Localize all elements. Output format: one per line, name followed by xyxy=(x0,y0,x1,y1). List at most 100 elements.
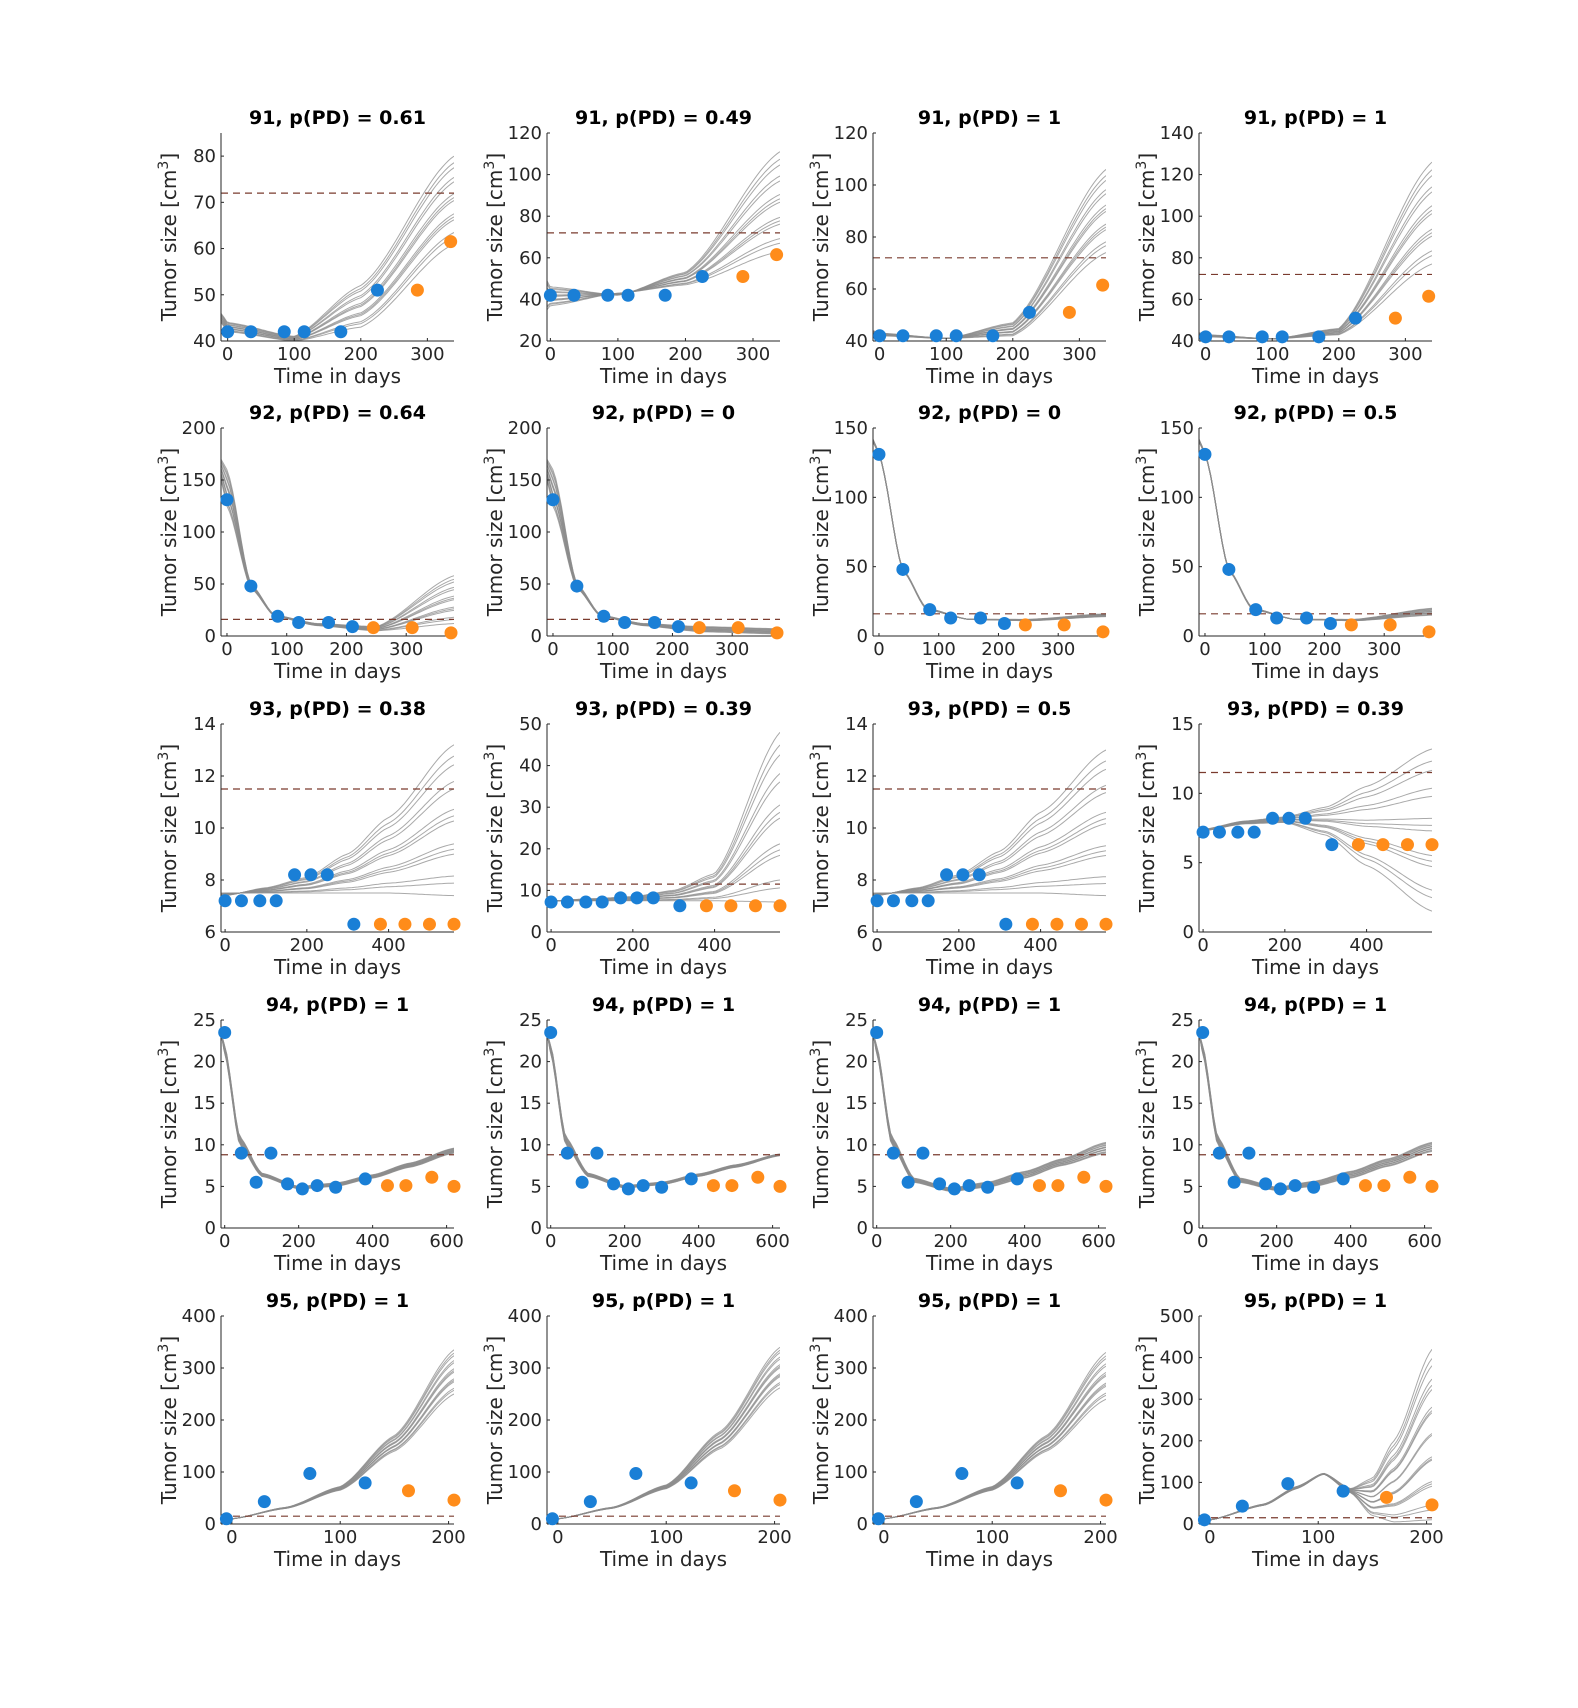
fit-curve xyxy=(547,464,780,631)
subplot-title: 93, p(PD) = 0.39 xyxy=(1227,698,1404,720)
subplot-19: 0 100 200 0 100 200 300 400 95, p(PD) = 1 Time in… xyxy=(808,1290,1118,1571)
x-axis-label: Time in days xyxy=(1251,1251,1379,1275)
observed-point xyxy=(546,493,560,507)
observed-point xyxy=(955,1467,969,1481)
held-out-point xyxy=(699,899,713,913)
x-tick-label: 200 xyxy=(668,344,702,365)
fit-curves xyxy=(547,458,780,635)
observed-point xyxy=(277,325,291,339)
data-points xyxy=(221,235,458,339)
y-axis-label: Tumor size [cm3] xyxy=(156,744,181,913)
fit-curve xyxy=(547,1364,780,1521)
observed-point xyxy=(1273,1182,1287,1196)
y-tick-label: 50 xyxy=(193,574,216,595)
y-tick-label: 200 xyxy=(182,418,216,439)
y-axis-label: Tumor size [cm3] xyxy=(156,1040,181,1209)
x-tick-label: 300 xyxy=(410,344,444,365)
y-tick-label: 200 xyxy=(508,1410,542,1431)
subplot-title: 94, p(PD) = 1 xyxy=(592,994,735,1016)
fit-curve xyxy=(1199,441,1432,622)
fit-curve xyxy=(221,744,454,899)
fit-curve xyxy=(873,440,1106,621)
fit-curves xyxy=(1199,438,1432,622)
fit-curve xyxy=(221,479,454,632)
y-tick-label: 40 xyxy=(193,331,216,352)
observed-point xyxy=(1222,330,1236,344)
fit-curve xyxy=(873,811,1106,897)
subplot-8: 0 100 200 300 0 50 100 150 92, p(PD) = 0.5 Time i… xyxy=(1134,402,1436,683)
y-tick-label: 50 xyxy=(193,285,216,306)
x-axis-label: Time in days xyxy=(599,364,727,388)
fit-curve xyxy=(873,784,1106,898)
fit-curve xyxy=(873,241,1106,339)
y-tick-label: 100 xyxy=(182,1462,216,1483)
observed-point xyxy=(601,288,615,302)
y-tick-label: 0 xyxy=(1183,626,1194,647)
y-tick-label: 100 xyxy=(834,1462,868,1483)
y-tick-label: 100 xyxy=(1160,487,1194,508)
x-tick-label: 200 xyxy=(655,639,689,660)
observed-point xyxy=(257,1495,271,1509)
x-tick-label: 100 xyxy=(1301,1527,1335,1548)
held-out-point xyxy=(770,248,784,262)
fit-curve xyxy=(547,1374,780,1521)
fit-curve xyxy=(221,478,454,631)
fit-curve xyxy=(221,467,454,629)
y-tick-label: 120 xyxy=(508,123,542,144)
observed-point xyxy=(1312,330,1326,344)
fit-curve xyxy=(1199,1349,1432,1522)
subplot-16: 0 200 400 600 0 5 10 15 20 25 94, p(PD) = 1 Time in… xyxy=(1134,994,1442,1275)
fit-curve xyxy=(873,1032,1106,1192)
fit-curve xyxy=(547,460,780,630)
fit-curve xyxy=(547,477,780,634)
held-out-point xyxy=(401,1484,415,1498)
x-tick-label: 100 xyxy=(975,1527,1009,1548)
fit-curves xyxy=(221,1349,454,1521)
x-tick-label: 300 xyxy=(1367,639,1401,660)
fit-curve xyxy=(1199,441,1432,622)
observed-point xyxy=(1231,825,1245,839)
observed-point xyxy=(618,615,632,629)
x-tick-label: 0 xyxy=(1199,639,1210,660)
fit-curve xyxy=(547,474,780,633)
y-tick-label: 0 xyxy=(857,1514,868,1535)
x-tick-label: 300 xyxy=(389,639,423,660)
held-out-point xyxy=(1379,1490,1393,1504)
fit-curve xyxy=(873,1032,1106,1191)
y-tick-label: 5 xyxy=(531,1176,542,1197)
fit-curve xyxy=(873,1363,1106,1521)
x-tick-label: 400 xyxy=(1007,1231,1041,1252)
fit-curve xyxy=(873,440,1106,621)
observed-point xyxy=(873,329,887,343)
observed-point xyxy=(929,329,943,343)
x-tick-label: 400 xyxy=(355,1231,389,1252)
y-axis-label: Tumor size [cm3] xyxy=(482,744,507,913)
y-axis-label: Tumor size [cm3] xyxy=(1134,1040,1159,1209)
y-tick-label: 100 xyxy=(834,175,868,196)
x-tick-label: 300 xyxy=(1041,639,1075,660)
held-out-point xyxy=(422,917,436,931)
subplot-title: 94, p(PD) = 1 xyxy=(1244,994,1387,1016)
fit-curve xyxy=(873,441,1106,622)
held-out-point xyxy=(748,899,762,913)
subplot-9: 0 200 400 6 8 10 12 14 93, p(PD) = 0.38 Time in d… xyxy=(156,698,461,979)
data-points xyxy=(544,1025,787,1196)
y-tick-label: 40 xyxy=(519,756,542,777)
fit-curves xyxy=(1199,1349,1432,1523)
y-tick-label: 150 xyxy=(1160,418,1194,439)
subplot-12: 0 200 400 0 5 10 15 93, p(PD) = 0.39 Time in day… xyxy=(1134,698,1439,979)
y-axis-label: Tumor size [cm3] xyxy=(1134,448,1159,617)
subplot-title: 93, p(PD) = 0.39 xyxy=(575,698,752,720)
observed-point xyxy=(303,1467,317,1481)
fit-curve xyxy=(221,176,454,339)
observed-point xyxy=(901,1175,915,1189)
x-tick-label: 600 xyxy=(1407,1231,1441,1252)
y-tick-label: 10 xyxy=(193,818,216,839)
data-points xyxy=(543,248,784,302)
held-out-point xyxy=(1025,917,1039,931)
fit-curve xyxy=(873,1032,1106,1192)
fit-curve xyxy=(221,843,454,896)
held-out-point xyxy=(1051,1179,1065,1193)
y-tick-label: 40 xyxy=(519,289,542,310)
fit-curve xyxy=(1199,1365,1432,1522)
